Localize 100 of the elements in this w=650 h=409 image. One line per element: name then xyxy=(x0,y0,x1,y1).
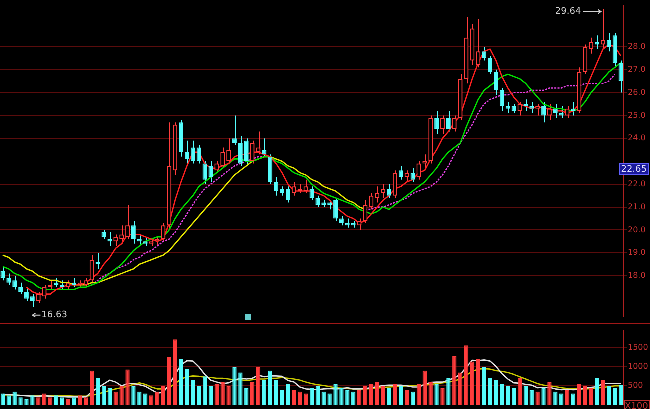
bar xyxy=(595,378,600,406)
bar xyxy=(78,396,82,406)
bar xyxy=(601,380,606,406)
candlestick xyxy=(90,254,94,284)
bar xyxy=(363,386,368,406)
bar xyxy=(548,382,552,406)
bar xyxy=(244,388,249,406)
candlestick xyxy=(190,140,196,164)
bar xyxy=(108,388,112,406)
bar xyxy=(316,386,320,406)
bar xyxy=(422,370,427,406)
y-tick-label: 27.0 xyxy=(628,64,646,74)
candlestick xyxy=(530,101,534,114)
bar xyxy=(554,392,558,406)
bar xyxy=(446,378,451,406)
y-tick-label: 21.0 xyxy=(628,202,646,212)
candlestick xyxy=(202,161,208,185)
candlestick xyxy=(476,19,481,68)
y-tick-label: 26.0 xyxy=(628,88,646,97)
candlestick xyxy=(143,236,148,247)
bar xyxy=(96,378,100,406)
bar xyxy=(607,386,612,406)
candlestick xyxy=(410,168,416,183)
candlestick xyxy=(30,294,35,308)
y-tick-label: 24.0 xyxy=(628,134,646,143)
candlestick xyxy=(482,46,487,62)
bar xyxy=(399,386,404,406)
candlestick xyxy=(214,161,220,174)
candlestick xyxy=(506,101,510,114)
bar xyxy=(54,396,59,406)
candlestick xyxy=(440,115,445,135)
bar xyxy=(191,380,196,406)
candlestick xyxy=(494,69,498,96)
y-tick-label: 18.0 xyxy=(628,271,646,280)
candlestick xyxy=(84,278,88,288)
bar xyxy=(322,392,326,406)
candlestick xyxy=(250,140,255,164)
candlestick xyxy=(381,184,386,199)
bar xyxy=(208,386,214,406)
bar xyxy=(6,396,11,406)
candlestick xyxy=(589,37,594,54)
candlestick xyxy=(184,140,190,167)
bar xyxy=(256,367,261,406)
bar xyxy=(357,390,362,406)
bar xyxy=(102,386,106,406)
bar xyxy=(542,388,546,406)
candlestick xyxy=(268,154,273,185)
candlestick xyxy=(114,234,118,247)
bar xyxy=(268,370,272,406)
candlestick xyxy=(488,56,493,75)
candlestick xyxy=(369,193,374,210)
candlestick xyxy=(452,115,457,132)
candlestick xyxy=(238,136,243,167)
candlestick xyxy=(392,170,398,199)
y-tick-label: 20.0 xyxy=(628,225,646,234)
candlestick xyxy=(208,161,214,183)
y-tick-label: 28.0 xyxy=(628,42,646,52)
candlestick xyxy=(66,280,71,290)
candlestick xyxy=(298,184,302,194)
bar xyxy=(202,376,208,406)
candlestick xyxy=(42,284,47,300)
candlestick xyxy=(18,282,24,295)
bar xyxy=(84,398,88,406)
candlestick xyxy=(161,222,166,242)
candlestick xyxy=(434,110,440,135)
bar xyxy=(464,346,469,406)
candlestick xyxy=(553,104,558,118)
bar xyxy=(536,392,540,406)
y-tick-label: 500 xyxy=(628,381,644,390)
candlestick xyxy=(220,147,226,169)
bar xyxy=(369,384,374,406)
candlestick xyxy=(316,195,320,208)
candlestick xyxy=(422,154,428,169)
bar xyxy=(30,396,35,406)
bar xyxy=(334,384,338,406)
bar xyxy=(36,398,41,406)
bar xyxy=(565,390,570,406)
bar xyxy=(161,386,166,406)
bar xyxy=(393,384,398,406)
bar xyxy=(90,370,94,406)
candlestick xyxy=(600,8,606,50)
bar xyxy=(179,359,184,406)
bar xyxy=(126,370,130,406)
candlestick xyxy=(565,106,570,118)
candlestick xyxy=(416,161,422,180)
bar xyxy=(220,382,225,406)
candlestick xyxy=(304,179,308,194)
annotation: 16.63 xyxy=(42,310,68,321)
candlestick xyxy=(60,280,65,290)
bar xyxy=(280,390,284,406)
bar xyxy=(197,386,202,406)
candlestick xyxy=(96,252,100,270)
y-tick-label: 19.0 xyxy=(628,248,646,258)
bar xyxy=(346,390,350,406)
candlestick xyxy=(398,166,404,180)
bar xyxy=(120,386,124,406)
bar xyxy=(375,382,380,406)
bar xyxy=(381,386,386,406)
candlestick xyxy=(0,266,6,282)
candlestick xyxy=(196,144,202,164)
